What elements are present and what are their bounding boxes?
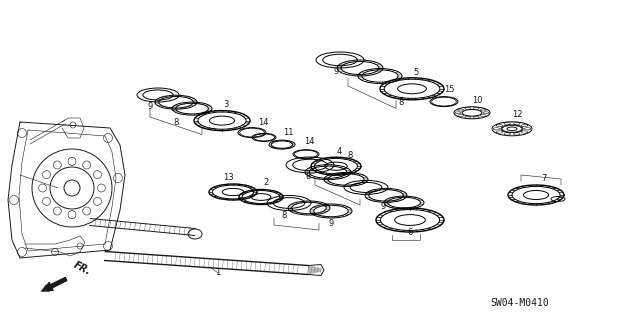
Text: 15: 15	[444, 84, 454, 93]
Text: 14: 14	[258, 118, 268, 127]
Text: FR.: FR.	[72, 260, 93, 277]
Text: 8: 8	[398, 99, 404, 108]
Text: 5: 5	[414, 68, 419, 77]
Text: 3: 3	[224, 100, 229, 108]
Text: 2: 2	[263, 178, 269, 187]
FancyArrow shape	[44, 277, 67, 291]
Text: 9: 9	[329, 219, 333, 228]
Text: 7: 7	[542, 174, 546, 183]
Text: SW04-M0410: SW04-M0410	[490, 298, 549, 308]
Text: 9: 9	[147, 102, 153, 111]
Text: 14: 14	[304, 137, 314, 146]
Text: 11: 11	[283, 128, 293, 137]
Text: 9: 9	[381, 203, 386, 212]
Text: 9: 9	[333, 67, 338, 76]
Text: 4: 4	[337, 147, 342, 156]
Text: 8: 8	[173, 118, 179, 127]
Text: 13: 13	[223, 173, 233, 182]
Text: 8: 8	[347, 151, 353, 160]
Text: 12: 12	[512, 110, 522, 119]
Text: 6: 6	[407, 228, 413, 237]
Text: 10: 10	[472, 96, 483, 105]
Text: 8: 8	[281, 211, 287, 220]
Text: 1: 1	[215, 268, 220, 277]
Text: 8: 8	[305, 172, 310, 181]
